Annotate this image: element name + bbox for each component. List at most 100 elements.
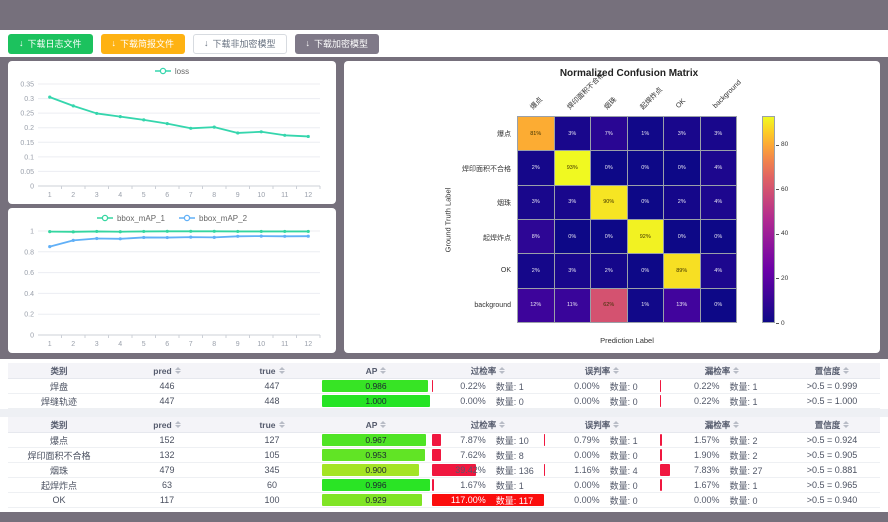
misjudge-rate-cell: 0.79% 数量: 1 xyxy=(544,433,660,447)
miss-rate-cell: 1.90% 数量: 2 xyxy=(660,448,784,462)
column-header-pred[interactable]: pred xyxy=(110,363,224,378)
column-label: 类别 xyxy=(50,419,68,430)
rate-percent: 0.22% xyxy=(460,381,486,391)
column-header-ap[interactable]: AP xyxy=(320,417,432,432)
ap-bar xyxy=(322,449,425,461)
download-brief-button[interactable]: ↓ 下载简报文件 xyxy=(100,33,186,54)
matrix-row-label: 爆点 xyxy=(497,131,511,139)
column-label: 漏检率 xyxy=(704,419,731,430)
matrix-cell: 0% xyxy=(700,288,736,322)
confusion-matrix-card: Normalized Confusion Matrix 81% 3% 7% 1% 3% 3… xyxy=(344,61,880,353)
column-label: 置信度 xyxy=(814,365,841,376)
sort-icon[interactable] xyxy=(843,367,850,374)
sort-icon[interactable] xyxy=(499,367,506,374)
ap-cell: 0.900 xyxy=(320,463,432,477)
colorbar-tick xyxy=(776,233,779,235)
confusion-matrix-plot: 81% 3% 7% 1% 3% 3% 2% 93% 0% 0% 0% 4% 3% 3% 90% 0% 2% 4% 8… xyxy=(517,116,737,323)
sort-icon[interactable] xyxy=(278,421,285,428)
rate-bar xyxy=(660,449,663,461)
metrics-tables-section: 类别 pred true AP 过检率 误判率 漏检率 置信度 焊盘 446 447 0.986 0.2… xyxy=(0,359,888,512)
line-series-icon xyxy=(96,214,113,222)
rate-count: 数量: 1 xyxy=(729,480,758,491)
svg-text:0.2: 0.2 xyxy=(24,125,34,132)
download-icon: ↓ xyxy=(305,38,311,48)
download-log-button[interactable]: ↓ 下载日志文件 xyxy=(8,33,93,54)
rate-count: 数量: 117 xyxy=(495,495,534,506)
column-header-mis[interactable]: 误判率 xyxy=(544,363,660,378)
pred-cell: 446 xyxy=(159,381,175,391)
rate-count: 数量: 0 xyxy=(729,495,758,506)
column-header-conf[interactable]: 置信度 xyxy=(784,363,880,378)
class-name-cell: OK xyxy=(52,495,66,505)
sort-icon[interactable] xyxy=(380,367,387,374)
column-header-true[interactable]: true xyxy=(224,363,320,378)
sort-icon[interactable] xyxy=(380,421,387,428)
true-cell: 448 xyxy=(264,396,280,406)
ap-value: 0.900 xyxy=(365,465,387,475)
pred-cell: 447 xyxy=(159,396,175,406)
rate-count: 数量: 1 xyxy=(729,381,758,392)
confidence-cell: >0.5 = 0.924 xyxy=(806,435,858,445)
over-rate-cell: 0.00% 数量: 0 xyxy=(432,394,544,408)
column-header-true[interactable]: true xyxy=(224,417,320,432)
svg-text:10: 10 xyxy=(257,341,265,348)
matrix-cell: 90% xyxy=(591,185,627,219)
matrix-row-label: 起焊炸点 xyxy=(483,234,511,242)
matrix-cell: 12% xyxy=(518,288,554,322)
column-label: AP xyxy=(365,365,378,376)
column-header-pred[interactable]: pred xyxy=(110,417,224,432)
sort-icon[interactable] xyxy=(613,421,620,428)
button-label: 下载日志文件 xyxy=(27,39,82,49)
loss-chart-legend: loss xyxy=(10,63,334,79)
sort-icon[interactable] xyxy=(278,367,285,374)
svg-text:5: 5 xyxy=(142,341,146,348)
sort-icon[interactable] xyxy=(843,421,850,428)
svg-text:4: 4 xyxy=(118,192,122,199)
sort-icon[interactable] xyxy=(733,421,740,428)
rate-bar xyxy=(660,479,663,491)
column-header-over[interactable]: 过检率 xyxy=(432,417,544,432)
rate-count: 数量: 1 xyxy=(609,435,638,446)
matrix-cell: 2% xyxy=(664,185,700,219)
svg-text:5: 5 xyxy=(142,192,146,199)
rate-percent: 0.00% xyxy=(574,381,600,391)
rate-count: 数量: 1 xyxy=(729,396,758,407)
rate-percent: 0.00% xyxy=(693,495,720,505)
rate-percent: 0.22% xyxy=(693,396,720,406)
loss-chart-card: loss 0 0.05 0.1 0.15 0.2 0.25 0.3 0.35 1 2 3 4 5 6 7 8 9… xyxy=(8,61,336,204)
legend-item-bbox_mAP_1[interactable]: bbox_mAP_1 xyxy=(96,214,165,223)
true-cell: 60 xyxy=(266,480,277,490)
ap-value: 0.953 xyxy=(365,450,387,460)
true-cell: 105 xyxy=(264,450,280,460)
over-rate-cell: 0.22% 数量: 1 xyxy=(432,379,544,393)
svg-text:10: 10 xyxy=(257,192,265,199)
column-header-miss[interactable]: 漏检率 xyxy=(660,363,784,378)
column-header-miss[interactable]: 漏检率 xyxy=(660,417,784,432)
confidence-cell: >0.5 = 1.000 xyxy=(806,396,858,406)
confidence-cell: >0.5 = 0.965 xyxy=(806,480,858,490)
column-header-mis[interactable]: 误判率 xyxy=(544,417,660,432)
misjudge-rate-cell: 0.00% 数量: 0 xyxy=(544,379,660,393)
sort-icon[interactable] xyxy=(174,367,181,374)
sort-icon[interactable] xyxy=(499,421,506,428)
rate-count: 数量: 0 xyxy=(609,495,638,506)
sort-icon[interactable] xyxy=(613,367,620,374)
rate-bar xyxy=(660,434,662,446)
column-header-conf[interactable]: 置信度 xyxy=(784,417,880,432)
confusion-matrix-title: Normalized Confusion Matrix xyxy=(559,68,699,79)
column-header-ap[interactable]: AP xyxy=(320,363,432,378)
download-icon: ↓ xyxy=(111,38,117,48)
legend-item-loss[interactable]: loss xyxy=(154,67,189,76)
column-header-over[interactable]: 过检率 xyxy=(432,363,544,378)
download-unencrypted-model-button[interactable]: ↓ 下载非加密模型 xyxy=(193,33,287,54)
sort-icon[interactable] xyxy=(174,421,181,428)
download-encrypted-model-button[interactable]: ↓ 下载加密模型 xyxy=(294,33,380,54)
colorbar-tick-label: 60 xyxy=(781,185,789,193)
class-name-cell: 焊印面积不合格 xyxy=(27,450,91,461)
matrix-cell: 89% xyxy=(664,254,700,288)
legend-item-bbox_mAP_2[interactable]: bbox_mAP_2 xyxy=(179,214,247,223)
sort-icon[interactable] xyxy=(733,367,740,374)
legend-label: bbox_mAP_2 xyxy=(199,213,248,223)
rate-percent: 0.00% xyxy=(574,480,600,490)
